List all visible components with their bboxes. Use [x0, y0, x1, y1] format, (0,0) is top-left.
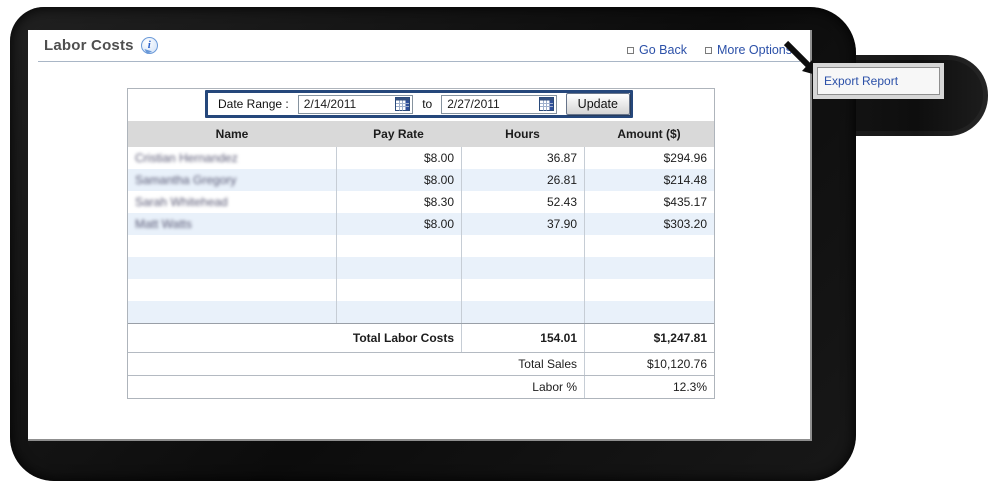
pay-rate-cell: $8.00: [336, 169, 461, 191]
date-from-value: 2/14/2011: [303, 97, 357, 111]
square-bullet-icon: [704, 46, 712, 54]
total-hours-value: 154.01: [461, 324, 584, 352]
employee-name-redacted: Samantha Gregory: [135, 173, 237, 187]
go-back-label: Go Back: [639, 43, 687, 57]
title-row: Labor Costs i: [44, 37, 158, 54]
table-row: Samantha Gregory $8.00 26.81 $214.48: [128, 169, 714, 191]
go-back-link[interactable]: Go Back: [627, 43, 687, 57]
update-button[interactable]: Update: [565, 93, 630, 115]
calendar-icon[interactable]: [395, 97, 411, 111]
total-labor-costs-label: Total Labor Costs: [352, 331, 454, 345]
total-sales-value: $10,120.76: [584, 353, 714, 375]
square-bullet-icon: [627, 46, 635, 54]
total-amount-value: $1,247.81: [584, 324, 714, 352]
hours-cell: 37.90: [461, 213, 584, 235]
table-header-row: Name Pay Rate Hours Amount ($): [128, 121, 714, 147]
info-icon[interactable]: i: [140, 37, 158, 54]
header-links: Go Back More Options: [627, 43, 792, 57]
amount-cell: $294.96: [584, 147, 714, 169]
empty-table-row: [128, 301, 714, 323]
calendar-icon[interactable]: [538, 97, 554, 111]
col-header-hours: Hours: [505, 127, 540, 141]
labor-costs-table: Date Range : 2/14/2011 to 2/27/2011: [127, 88, 715, 399]
more-options-label: More Options: [716, 43, 792, 57]
annotation-arrow-icon: [783, 40, 820, 76]
total-labor-costs-row: Total Labor Costs 154.01 $1,247.81: [128, 323, 714, 352]
col-header-amount: Amount ($): [617, 127, 681, 141]
date-from-input[interactable]: 2/14/2011: [297, 94, 414, 114]
amount-cell: $214.48: [584, 169, 714, 191]
col-header-name: Name: [215, 127, 249, 141]
pay-rate-cell: $8.00: [336, 213, 461, 235]
amount-cell: $303.20: [584, 213, 714, 235]
amount-cell: $435.17: [584, 191, 714, 213]
date-range-label: Date Range :: [218, 97, 289, 111]
employee-name-redacted: Cristian Hernandez: [135, 151, 238, 165]
header-divider: [38, 61, 800, 62]
date-to-input[interactable]: 2/27/2011: [441, 94, 557, 114]
page-title: Labor Costs: [44, 37, 134, 54]
col-header-pay-rate: Pay Rate: [373, 127, 424, 141]
hours-cell: 52.43: [461, 191, 584, 213]
total-sales-label: Total Sales: [518, 357, 577, 371]
labor-costs-panel: Labor Costs i Go Back More Options Date …: [28, 30, 812, 441]
export-report-menu-item[interactable]: Export Report: [824, 74, 899, 88]
date-range-box: Date Range : 2/14/2011 to 2/27/2011: [205, 90, 633, 118]
empty-table-row: [128, 257, 714, 279]
empty-table-row: [128, 279, 714, 301]
labor-percent-value: 12.3%: [584, 376, 714, 398]
labor-percent-row: Labor % 12.3%: [128, 375, 714, 398]
date-to-value: 2/27/2011: [447, 97, 500, 111]
more-options-popup: Export Report: [817, 67, 940, 95]
empty-table-row: [128, 235, 714, 257]
pay-rate-cell: $8.30: [336, 191, 461, 213]
total-sales-row: Total Sales $10,120.76: [128, 352, 714, 375]
table-row: Matt Watts $8.00 37.90 $303.20: [128, 213, 714, 235]
table-row: Cristian Hernandez $8.00 36.87 $294.96: [128, 147, 714, 169]
more-options-link[interactable]: More Options: [704, 43, 792, 57]
employee-name-redacted: Sarah Whitehead: [135, 195, 228, 209]
labor-percent-label: Labor %: [532, 380, 577, 394]
hours-cell: 26.81: [461, 169, 584, 191]
date-range-row: Date Range : 2/14/2011 to 2/27/2011: [128, 89, 714, 121]
employee-name-redacted: Matt Watts: [135, 217, 192, 231]
hours-cell: 36.87: [461, 147, 584, 169]
table-row: Sarah Whitehead $8.30 52.43 $435.17: [128, 191, 714, 213]
pay-rate-cell: $8.00: [336, 147, 461, 169]
to-label: to: [422, 97, 433, 111]
